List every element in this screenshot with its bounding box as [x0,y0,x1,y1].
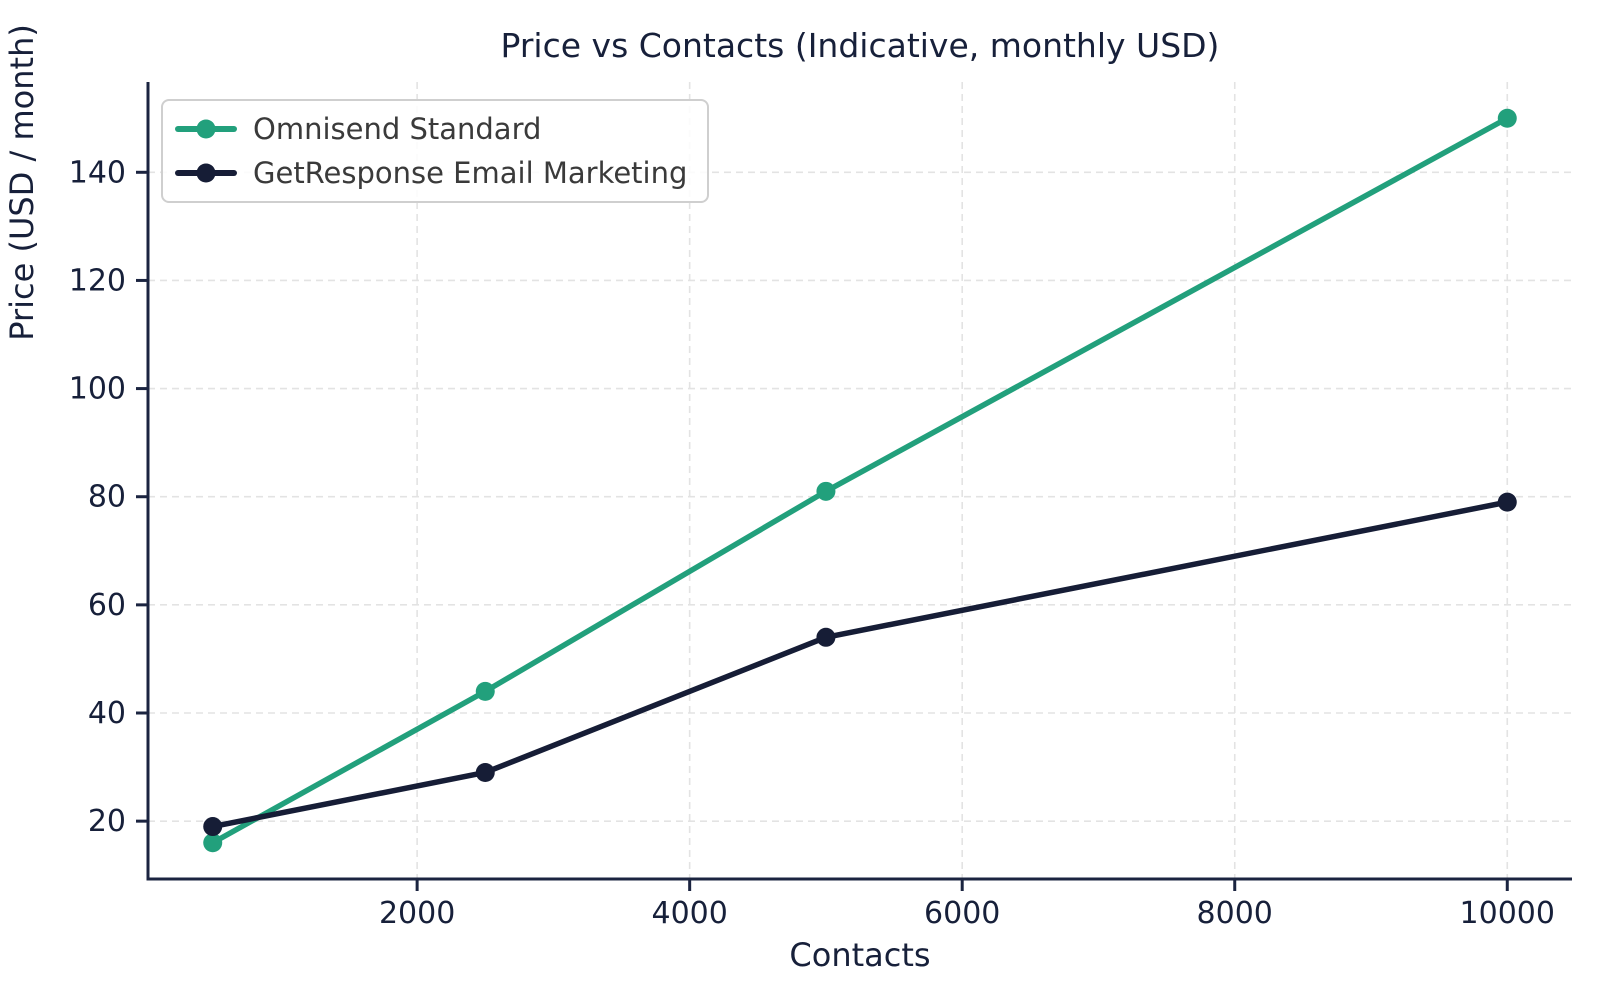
y-tick-label: 20 [88,804,126,839]
legend-line-marker-green [175,119,237,139]
x-tick-label: 4000 [651,896,727,931]
legend-label: GetResponse Email Marketing [253,156,688,190]
x-tick-label: 10000 [1460,896,1555,931]
legend-entry-omnisend: Omnisend Standard [175,109,687,149]
y-tick-label: 40 [88,696,126,731]
legend: Omnisend Standard GetResponse Email Mark… [161,99,710,203]
legend-entry-getresponse: GetResponse Email Marketing [175,153,687,193]
chart-title: Price vs Contacts (Indicative, monthly U… [500,26,1220,65]
x-tick-label: 6000 [924,896,1000,931]
x-axis-label: Contacts [789,936,931,974]
y-tick-label: 140 [69,155,126,190]
data-point-marker [475,762,495,782]
y-tick-label: 120 [69,263,126,298]
data-point-marker [1497,492,1517,512]
x-tick-label: 8000 [1197,896,1273,931]
legend-label: Omnisend Standard [253,112,542,146]
y-tick-label: 100 [69,372,126,407]
data-point-marker [203,817,223,837]
data-point-marker [816,481,836,501]
x-tick-label: 2000 [379,896,455,931]
y-tick-label: 80 [88,480,126,515]
series-line [209,499,1511,830]
legend-line-marker-navy [175,163,237,183]
series-line [209,115,1511,846]
data-point-marker [1497,108,1517,128]
data-point-marker [816,627,836,647]
y-axis-label: Price (USD / month) [3,24,41,341]
data-point-marker [203,833,223,853]
y-tick-label: 60 [88,588,126,623]
data-point-marker [475,681,495,701]
